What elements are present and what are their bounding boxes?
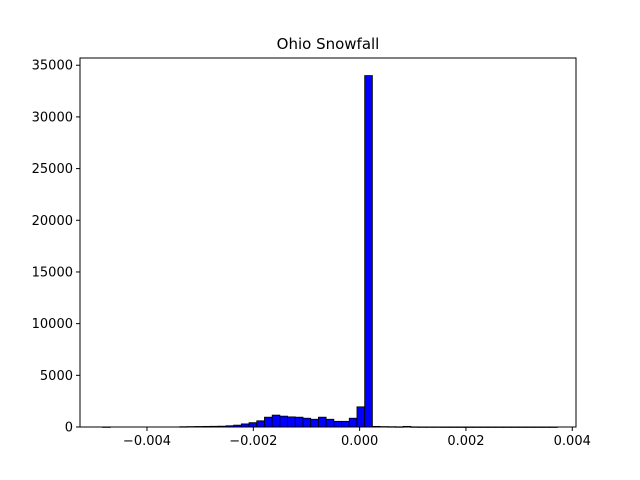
histogram-bar (264, 416, 273, 428)
histogram-bar (294, 416, 304, 428)
y-tick-label: 20000 (32, 214, 73, 229)
histogram-bar (348, 417, 358, 428)
histogram-bar (310, 418, 319, 428)
bars-group (102, 75, 558, 428)
y-axis-ticks: 0 5000 10000 15000 20000 25000 30000 35000 (32, 59, 80, 436)
y-tick-label: 0 (65, 421, 73, 436)
histogram-bar (287, 416, 296, 428)
axes-frame (79, 57, 577, 428)
histogram-bar (271, 414, 281, 428)
histogram-bar (364, 75, 373, 428)
chart-title: Ohio Snowfall (277, 35, 380, 53)
x-axis-ticks: −0.004 −0.002 0.000 0.002 0.004 (123, 427, 591, 449)
y-tick-label: 30000 (32, 110, 73, 125)
histogram-bar (279, 415, 289, 428)
y-tick-label: 15000 (32, 265, 73, 280)
histogram-bar (256, 420, 265, 428)
x-tick-label: −0.004 (123, 434, 171, 449)
x-tick-label: 0.002 (447, 434, 484, 449)
histogram-bar (248, 422, 258, 428)
x-tick-label: 0.004 (554, 434, 591, 449)
histogram-bar (341, 420, 350, 428)
histogram-bar (318, 416, 327, 428)
histogram-bar (325, 418, 335, 428)
x-tick-label: 0.000 (341, 434, 378, 449)
histogram-bar (302, 417, 312, 428)
histogram-bar (333, 420, 342, 428)
y-tick-label: 25000 (32, 162, 73, 177)
y-tick-label: 10000 (32, 317, 73, 332)
x-tick-label: −0.002 (229, 434, 277, 449)
histogram-bar (356, 406, 366, 428)
y-tick-label: 35000 (32, 59, 73, 74)
y-tick-label: 5000 (40, 369, 73, 384)
